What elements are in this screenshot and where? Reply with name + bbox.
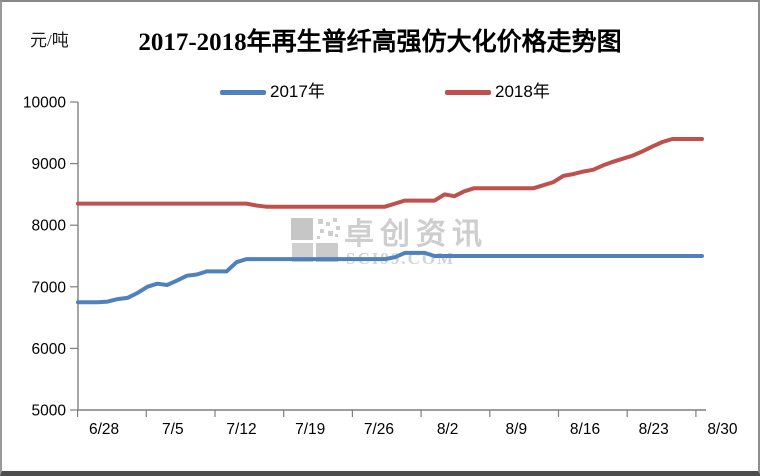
x-tick-label: 7/26 [364, 421, 394, 438]
x-tick-label: 7/5 [162, 421, 184, 438]
y-tick-label: 10000 [23, 95, 66, 112]
series-line-2017年 [76, 250, 704, 305]
legend-item-2018: 2018年 [445, 82, 550, 102]
watermark-logo-icon [291, 218, 340, 262]
x-tick-label: 8/9 [506, 421, 528, 438]
x-tick-label: 8/16 [570, 421, 600, 438]
x-tick-label: 7/19 [295, 421, 325, 438]
legend-item-2017: 2017年 [220, 82, 325, 102]
x-tick-label: 8/2 [437, 421, 459, 438]
y-tick-label: 7000 [32, 279, 67, 296]
x-tick-label: 8/30 [707, 421, 738, 438]
legend-label-2018: 2018年 [495, 82, 550, 101]
x-tick-label: 7/12 [226, 421, 256, 438]
y-tick-label: 9000 [32, 156, 67, 173]
series-line-2018年 [76, 137, 704, 209]
x-tick-label: 8/23 [639, 421, 669, 438]
legend-swatch-2017 [220, 89, 266, 95]
legend-swatch-2018 [445, 89, 491, 95]
x-tick-label: 6/28 [89, 421, 119, 438]
watermark-text: 卓创资讯 [344, 218, 488, 251]
axes-layer: 5000 6000 7000 8000 9000 10000 6/28 7/5 7/12 7/19… [23, 95, 738, 439]
y-tick-label: 5000 [32, 403, 67, 420]
series-layer [76, 137, 704, 305]
y-tick-label: 8000 [32, 218, 67, 235]
y-axis-unit-label: 元/吨 [30, 31, 69, 50]
legend-label-2017: 2017年 [270, 82, 325, 101]
chart-title: 2017-2018年再生普纤高强仿大化价格走势图 [138, 29, 622, 56]
y-tick-label: 6000 [32, 341, 67, 358]
